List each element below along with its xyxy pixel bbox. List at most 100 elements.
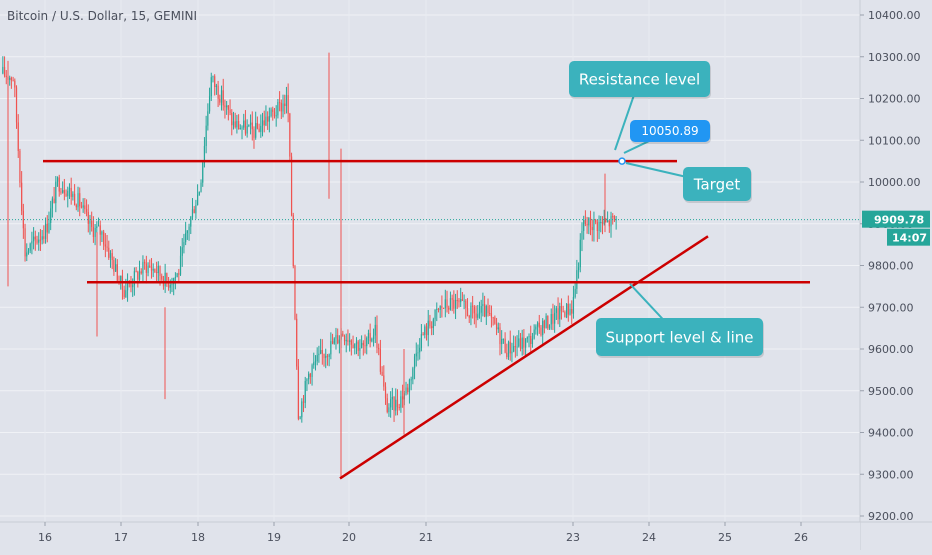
grid	[0, 14, 860, 517]
candle-body	[234, 121, 236, 128]
candle-body	[318, 353, 320, 356]
candle-body	[361, 342, 363, 348]
time-tick-label: 24	[642, 531, 656, 544]
price-tick-label: 10000.00	[868, 176, 921, 189]
price-tick-label: 9800.00	[868, 260, 914, 273]
candle-body	[231, 113, 233, 126]
candle-body	[17, 122, 19, 151]
candle-body	[560, 306, 563, 312]
candle-body	[185, 233, 187, 243]
candle-body	[456, 299, 458, 301]
candle-body	[607, 220, 609, 222]
candle-body	[567, 303, 569, 315]
candle-body	[475, 313, 477, 318]
target-point	[618, 157, 626, 165]
candle-body	[103, 231, 105, 245]
candle-body	[67, 190, 69, 197]
candle-body	[135, 271, 137, 273]
candle-body	[94, 227, 96, 237]
candle-body	[547, 316, 549, 329]
candle-body	[396, 399, 399, 408]
time-axis-bg	[0, 522, 860, 550]
candle-body	[466, 308, 469, 317]
price-axis[interactable]: 10400.00 10300.00 10200.00 10100.00 10000.00…	[859, 0, 932, 550]
candle-body	[92, 226, 94, 237]
candle-body	[446, 299, 448, 308]
candle-body	[477, 314, 479, 318]
candle-body	[381, 371, 383, 376]
candle-body	[195, 205, 197, 214]
candle-body	[70, 187, 72, 197]
candle-body	[3, 66, 6, 76]
candle-body	[572, 296, 575, 314]
candle-body	[323, 353, 325, 359]
resistance-callout-text: Resistance level	[579, 70, 700, 88]
candle-body	[106, 246, 108, 248]
candle-body	[51, 198, 53, 209]
candle-body	[372, 335, 375, 339]
candle-body	[343, 335, 346, 342]
candle-body	[314, 361, 317, 363]
candle-body	[27, 250, 30, 253]
candle-body	[26, 252, 28, 257]
candle-body	[60, 191, 62, 193]
candle-body	[384, 386, 387, 399]
candle-body	[533, 329, 535, 339]
candle-body	[9, 77, 11, 80]
candle-body	[215, 85, 217, 87]
candle-body	[144, 261, 146, 264]
candle-body	[197, 194, 199, 206]
candle-body	[137, 271, 139, 280]
candle-body	[116, 264, 118, 281]
candle-body	[313, 362, 315, 366]
candle-body	[200, 182, 202, 192]
candle-body	[140, 271, 142, 274]
candle-body	[386, 398, 388, 412]
candle-body	[299, 417, 301, 419]
candle-body	[566, 303, 568, 318]
candle-body	[559, 306, 561, 320]
candle-body	[31, 241, 33, 244]
candle-body	[598, 222, 600, 231]
candle-body	[511, 351, 513, 354]
candle-body	[420, 334, 422, 348]
candle-body	[525, 338, 527, 348]
candle-body	[579, 239, 581, 268]
candle-body	[492, 317, 494, 319]
candle-body	[239, 128, 241, 130]
time-axis[interactable]: 16 17 18 19 20 21 23 24 25 26	[0, 521, 932, 550]
candle-body	[432, 319, 434, 329]
candle-body	[357, 341, 359, 351]
candle-body	[601, 222, 604, 224]
candle-body	[419, 347, 421, 353]
candle-body	[463, 300, 465, 302]
candle-body	[142, 261, 144, 274]
candle-body	[176, 273, 178, 277]
candle-body	[156, 271, 158, 274]
candle-body	[509, 341, 511, 354]
candle-body	[531, 338, 534, 345]
candle-body	[591, 227, 593, 231]
candle-body	[132, 285, 134, 288]
candle-body	[328, 354, 330, 357]
candle-body	[174, 276, 176, 279]
candle-body	[495, 323, 498, 330]
candle-body	[214, 76, 216, 87]
candle-body	[308, 373, 310, 380]
candle-body	[268, 116, 270, 122]
candle-body	[249, 122, 252, 125]
symbol-title[interactable]: Bitcoin / U.S. Dollar, 15, GEMINI	[7, 9, 198, 23]
candle-body	[161, 275, 163, 280]
candle-body	[484, 304, 486, 317]
candle-body	[207, 111, 209, 126]
candle-body	[85, 209, 88, 213]
candle-body	[50, 208, 52, 223]
candle-body	[284, 103, 286, 107]
candle-body	[507, 341, 510, 358]
candle-body	[550, 314, 552, 325]
candle-body	[542, 320, 544, 336]
candle-body	[557, 308, 559, 320]
price-axis-bg	[860, 0, 932, 550]
